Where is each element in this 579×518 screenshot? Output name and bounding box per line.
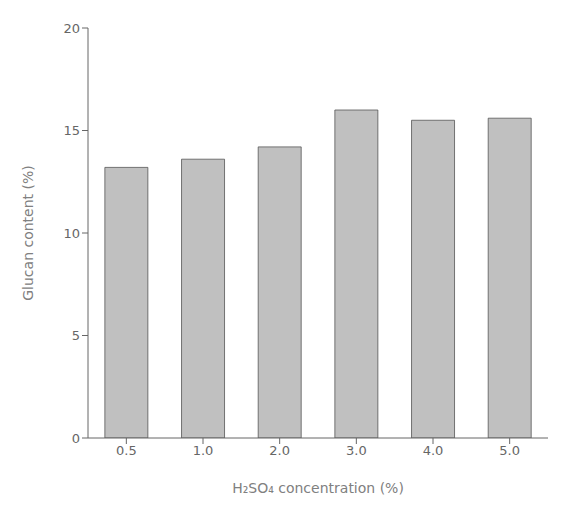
svg-text:10: 10: [63, 226, 80, 241]
svg-text:5.0: 5.0: [499, 443, 520, 458]
svg-text:0: 0: [72, 431, 80, 446]
svg-text:0.5: 0.5: [116, 443, 137, 458]
svg-text:H₂SO₄ concentration (%): H₂SO₄ concentration (%): [232, 480, 404, 496]
svg-text:3.0: 3.0: [346, 443, 367, 458]
svg-text:2.0: 2.0: [269, 443, 290, 458]
svg-text:4.0: 4.0: [423, 443, 444, 458]
svg-text:5: 5: [72, 328, 80, 343]
svg-text:15: 15: [63, 123, 80, 138]
svg-text:20: 20: [63, 21, 80, 36]
svg-text:1.0: 1.0: [193, 443, 214, 458]
svg-text:Glucan content (%): Glucan content (%): [20, 165, 36, 301]
